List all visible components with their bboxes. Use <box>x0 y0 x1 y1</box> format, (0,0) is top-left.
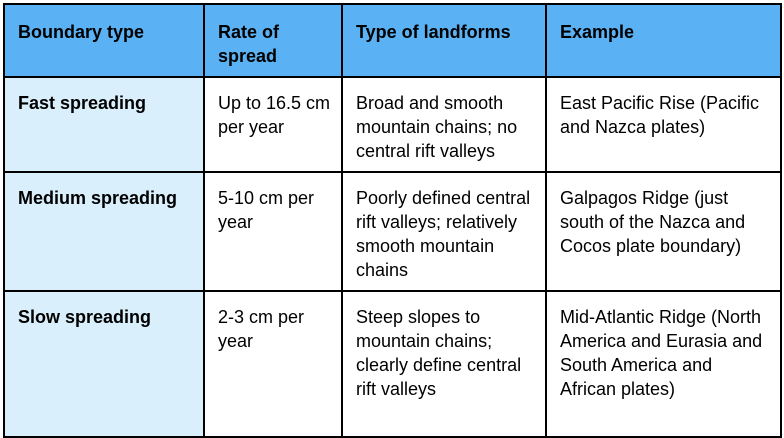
header-rate-of-spread: Rate of spread <box>203 3 343 78</box>
header-example: Example <box>545 3 782 78</box>
row-boundary-type: Fast spreading <box>3 76 205 173</box>
row-landforms: Steep slopes to mountain chains; clearly… <box>341 290 547 438</box>
spreading-boundaries-table: Boundary type Rate of spread Type of lan… <box>3 3 782 438</box>
table-header-row: Boundary type Rate of spread Type of lan… <box>3 3 782 78</box>
row-example: Mid-Atlantic Ridge (North America and Eu… <box>545 290 782 438</box>
table-row: Slow spreading 2-3 cm per year Steep slo… <box>3 290 782 438</box>
row-boundary-type: Slow spreading <box>3 290 205 438</box>
row-rate: 2-3 cm per year <box>203 290 343 438</box>
row-boundary-type: Medium spreading <box>3 171 205 292</box>
row-landforms: Broad and smooth mountain chains; no cen… <box>341 76 547 173</box>
row-example: Galpagos Ridge (just south of the Nazca … <box>545 171 782 292</box>
row-landforms: Poorly defined central rift valleys; rel… <box>341 171 547 292</box>
header-boundary-type: Boundary type <box>3 3 205 78</box>
row-example: East Pacific Rise (Pacific and Nazca pla… <box>545 76 782 173</box>
row-rate: Up to 16.5 cm per year <box>203 76 343 173</box>
row-rate: 5-10 cm per year <box>203 171 343 292</box>
table-row: Medium spreading 5-10 cm per year Poorly… <box>3 171 782 292</box>
table-row: Fast spreading Up to 16.5 cm per year Br… <box>3 76 782 173</box>
header-type-of-landforms: Type of landforms <box>341 3 547 78</box>
